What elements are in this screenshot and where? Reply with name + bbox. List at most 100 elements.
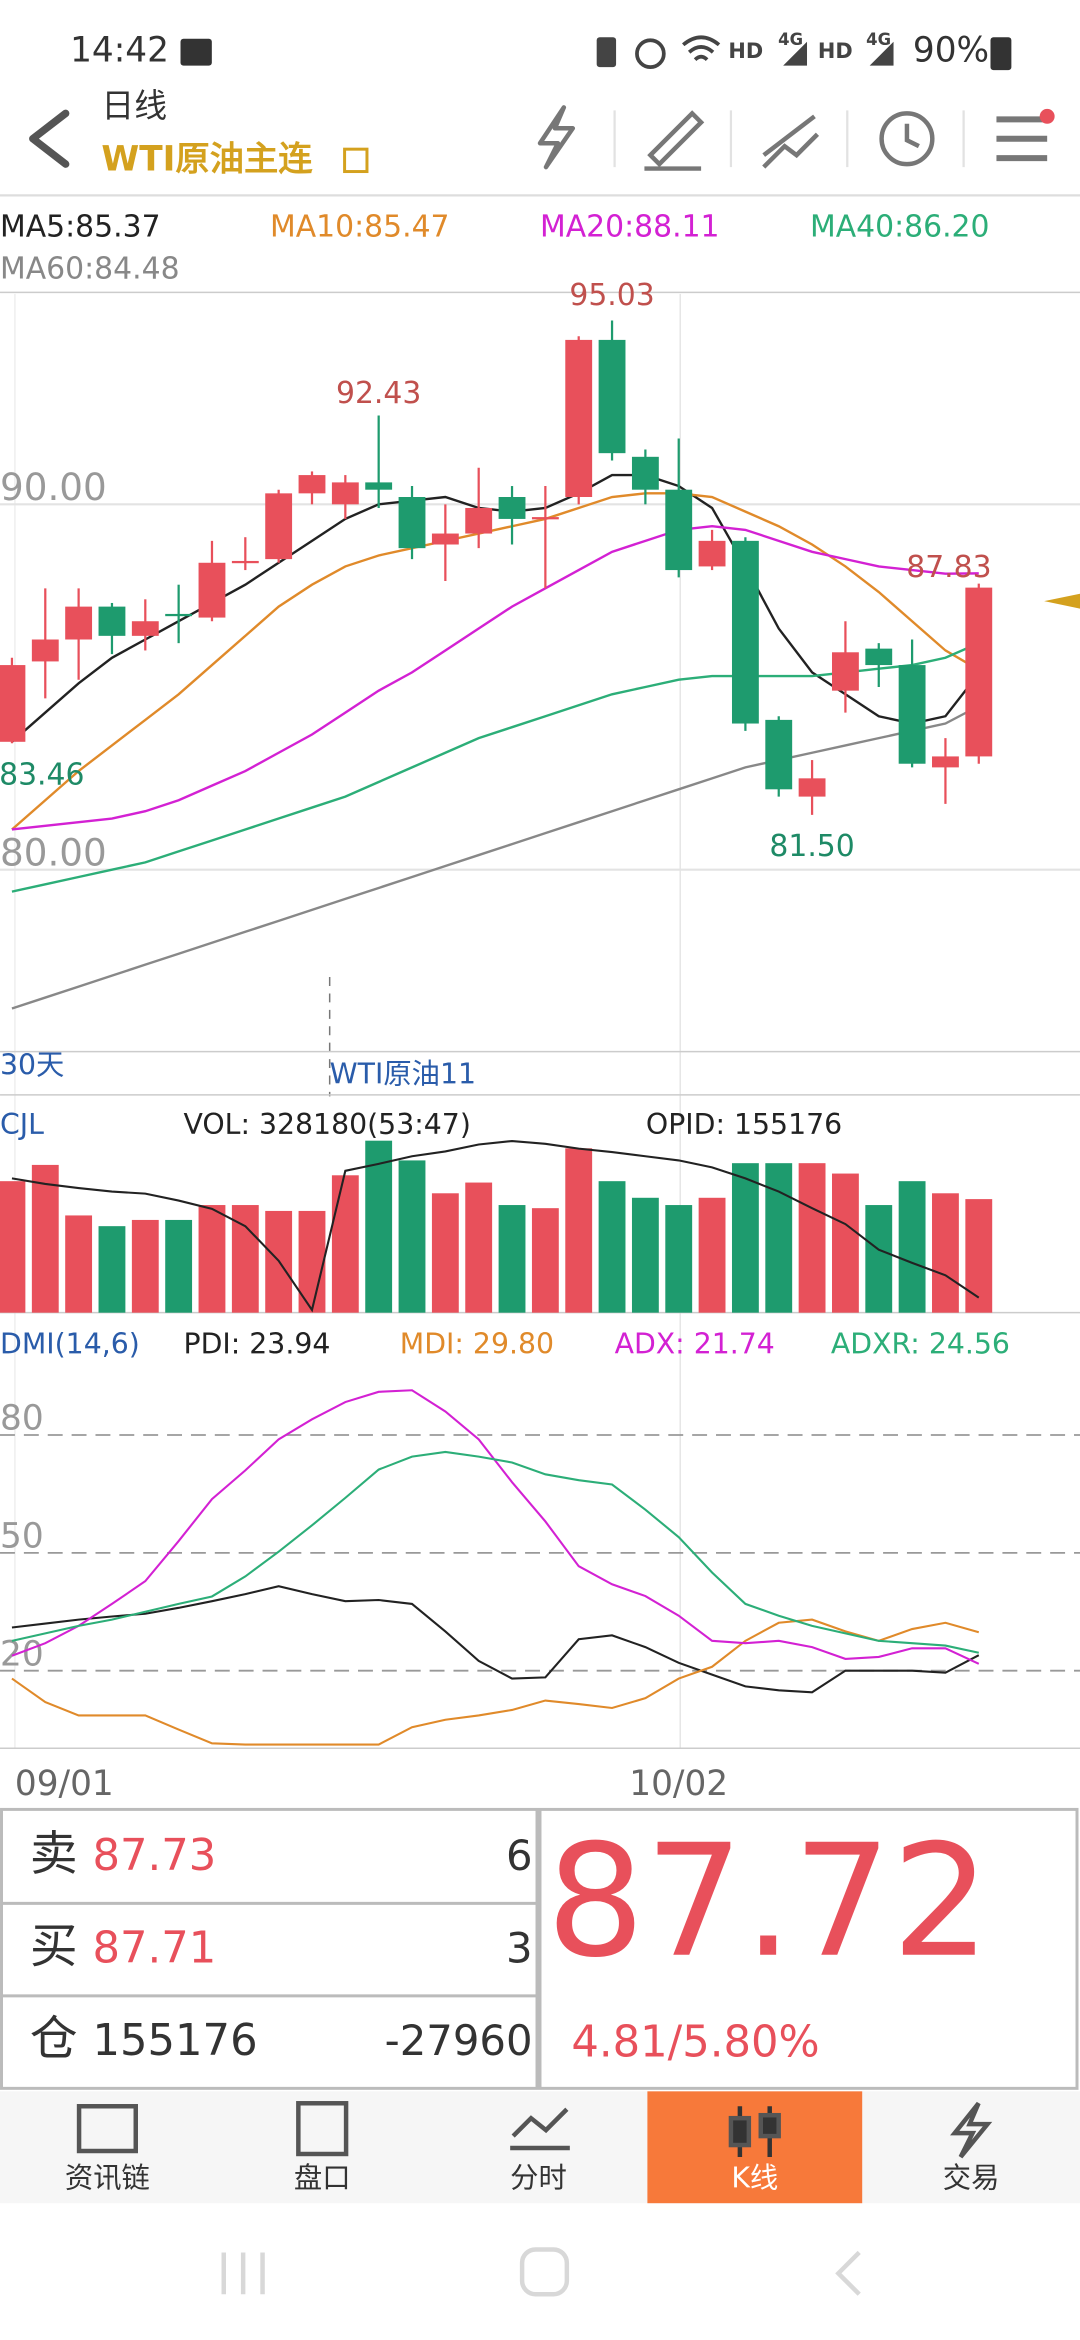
panel-legend: VOL: 328180(53:47): [183, 1108, 470, 1141]
period-note: 30天: [0, 1049, 64, 1082]
candle-body: [131, 621, 159, 636]
candle-body: [231, 560, 259, 564]
panel-legend: ADXR: 24.56: [831, 1327, 1010, 1360]
menu-badge: [1039, 108, 1055, 124]
candle-body: [598, 339, 626, 454]
y-tick-label: 80.00: [0, 830, 107, 874]
book-icon: [296, 2101, 349, 2157]
clock-button[interactable]: [879, 111, 935, 167]
indicator-line: [11, 1585, 980, 1694]
volume-bar: [531, 1208, 559, 1313]
battery-icon: [990, 37, 1012, 71]
header-separator: [613, 110, 965, 168]
x-tick-label: 09/01: [15, 1764, 114, 1804]
alarm-icon: [635, 38, 666, 69]
menu-button[interactable]: [996, 116, 1048, 162]
volume-bar: [731, 1163, 759, 1313]
candle-body: [698, 540, 726, 567]
nav-item[interactable]: K线: [731, 2161, 778, 2194]
sell-price: 87.73: [92, 1831, 216, 1881]
volume-bar: [431, 1193, 459, 1313]
extreme-label: 83.46: [0, 758, 84, 793]
volume-bar: [798, 1163, 826, 1313]
battery-level: 90%: [913, 31, 989, 71]
buy-qty: 3: [506, 1924, 533, 1973]
volume-bar: [465, 1182, 493, 1313]
volume-bar: [65, 1215, 93, 1313]
ma-line: [11, 492, 980, 831]
volume-bar: [365, 1140, 393, 1313]
nav-item[interactable]: 交易: [943, 2161, 1000, 2194]
candle-body: [731, 540, 759, 724]
candle-body: [31, 639, 59, 662]
volume-bar: [131, 1219, 159, 1313]
candle-body: [331, 482, 359, 505]
volume-bar: [165, 1219, 193, 1313]
volume-bar: [498, 1205, 526, 1313]
network-label: HD: [728, 39, 763, 63]
buy-price: 87.71: [92, 1924, 216, 1974]
position-value: 155176: [92, 2016, 257, 2066]
panel-title: CJL: [0, 1108, 44, 1141]
recent-button[interactable]: [221, 2252, 265, 2295]
sell-qty: 6: [506, 1831, 533, 1880]
opid-line: [11, 1139, 980, 1313]
back-button[interactable]: [29, 109, 70, 168]
nav-item[interactable]: 分时: [510, 2161, 567, 2194]
nav-active: [647, 2091, 863, 2204]
volume-bar: [932, 1193, 959, 1313]
price-box: [538, 1807, 1079, 2090]
volume-bar: [831, 1173, 859, 1313]
home-button[interactable]: [519, 2247, 570, 2297]
indicator-button[interactable]: [762, 114, 820, 169]
panel-title: DMI(14,6): [0, 1327, 140, 1360]
volume-bar: [631, 1197, 659, 1313]
position-change: -27960: [385, 2016, 533, 2065]
candle-body: [431, 533, 459, 545]
candle-body: [265, 493, 293, 560]
symbol[interactable]: WTI原油主连: [101, 140, 313, 180]
panel-legend: OPID: 155176: [646, 1108, 842, 1141]
extreme-label: 81.50: [769, 829, 854, 864]
time-icon: [510, 2107, 570, 2151]
panel-legend: PDI: 23.94: [183, 1327, 330, 1360]
indicator-line: [11, 1450, 979, 1654]
gallery-icon: [180, 38, 212, 66]
news-icon: [76, 2104, 138, 2154]
candle-body: [65, 606, 93, 640]
kline-body: [758, 2112, 781, 2139]
legend-entry: MA5:85.37: [0, 210, 161, 245]
volume-bar: [965, 1199, 993, 1313]
nav-item[interactable]: 资讯链: [65, 2161, 150, 2194]
position-label: 仓: [30, 2012, 78, 2067]
volume-bar: [865, 1205, 893, 1313]
volume-bar: [665, 1205, 693, 1313]
last-price: 87.72: [546, 1811, 990, 1992]
candle-body: [298, 475, 326, 494]
candle-body: [965, 587, 993, 757]
volume-bar: [765, 1163, 793, 1313]
indicator-line: [11, 1389, 980, 1665]
panel-legend: MDI: 29.80: [400, 1327, 554, 1360]
candle-body: [0, 665, 26, 742]
candle-body: [631, 456, 659, 490]
price-pointer: [1044, 593, 1080, 609]
lightning-button[interactable]: [537, 105, 576, 170]
volume-bar: [198, 1205, 226, 1313]
signal-icon: [783, 41, 894, 66]
sell-label: 卖: [30, 1827, 78, 1882]
back-system-button[interactable]: [835, 2250, 861, 2296]
status-time: 14:42: [70, 31, 169, 71]
status-icon: [596, 37, 617, 68]
draw-button[interactable]: [644, 110, 705, 171]
indicator-line: [11, 1618, 980, 1746]
period: 日线: [101, 87, 167, 125]
candle-body: [398, 497, 426, 549]
extreme-label: 92.43: [336, 376, 421, 411]
nav-item[interactable]: 盘口: [294, 2161, 351, 2194]
quote-box: [0, 1807, 539, 2090]
candle-body: [465, 507, 493, 534]
candle-body: [531, 517, 559, 520]
candle-body: [898, 665, 926, 764]
